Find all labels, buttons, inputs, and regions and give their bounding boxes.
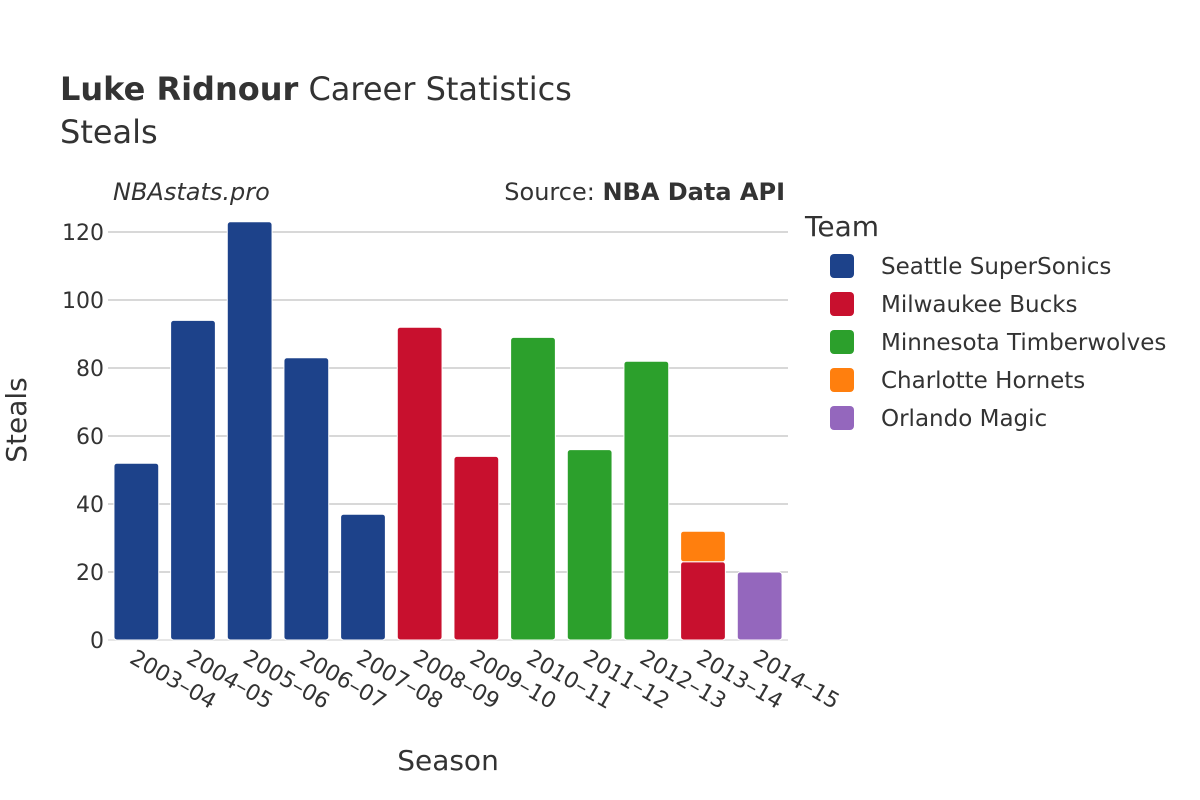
- legend-swatch[interactable]: [830, 368, 854, 392]
- gridlines: [108, 231, 788, 641]
- bar[interactable]: [340, 513, 386, 641]
- source-prefix: Source:: [504, 178, 602, 206]
- y-tick-label: 80: [76, 357, 104, 382]
- y-tick-label: 120: [62, 221, 104, 246]
- x-tick-labels: 2003–042004–052005–062006–072007–082008–…: [125, 646, 843, 715]
- y-axis-title: Steals: [0, 377, 33, 463]
- legend-swatch[interactable]: [830, 292, 854, 316]
- legend-label[interactable]: Seattle SuperSonics: [881, 254, 1111, 280]
- y-tick-label: 40: [76, 493, 104, 518]
- y-tick-label: 60: [76, 425, 104, 450]
- bar[interactable]: [453, 455, 500, 641]
- bar[interactable]: [396, 326, 443, 641]
- bar[interactable]: [283, 357, 330, 641]
- legend-title: Team: [804, 210, 879, 243]
- bar[interactable]: [226, 221, 273, 641]
- y-tick-labels: 0 20 40 60 80 100 120: [62, 221, 104, 654]
- bar[interactable]: [680, 561, 726, 641]
- bar[interactable]: [113, 462, 160, 641]
- legend-swatch[interactable]: [830, 406, 854, 430]
- chart-title-bold: Luke Ridnour: [60, 70, 299, 108]
- legend-swatch[interactable]: [830, 330, 854, 354]
- watermark: NBAstats.pro: [113, 178, 270, 206]
- y-tick-label: 100: [62, 289, 104, 314]
- chart-subtitle: Steals: [60, 113, 158, 151]
- source-text: Source: NBA Data API: [504, 178, 785, 206]
- legend-swatch[interactable]: [830, 254, 854, 278]
- bar[interactable]: [170, 319, 216, 641]
- legend-label[interactable]: Minnesota Timberwolves: [881, 330, 1166, 356]
- bar[interactable]: [510, 336, 556, 641]
- legend-label[interactable]: Orlando Magic: [881, 406, 1047, 432]
- x-axis-title: Season: [397, 744, 499, 777]
- source-name: NBA Data API: [602, 178, 785, 206]
- bar[interactable]: [680, 530, 726, 563]
- y-tick-label: 0: [90, 629, 104, 654]
- bars: [113, 221, 783, 641]
- chart-title-rest: Career Statistics: [298, 70, 572, 108]
- y-tick-label: 20: [76, 561, 104, 586]
- bar[interactable]: [623, 360, 670, 641]
- bar[interactable]: [566, 449, 613, 641]
- legend: Team Seattle SuperSonics Milwaukee Bucks M…: [804, 210, 1166, 432]
- legend-label[interactable]: Milwaukee Bucks: [881, 292, 1078, 318]
- legend-label[interactable]: Charlotte Hornets: [881, 368, 1085, 394]
- chart-title: Luke Ridnour Career Statistics: [60, 70, 572, 108]
- bar[interactable]: [736, 571, 783, 641]
